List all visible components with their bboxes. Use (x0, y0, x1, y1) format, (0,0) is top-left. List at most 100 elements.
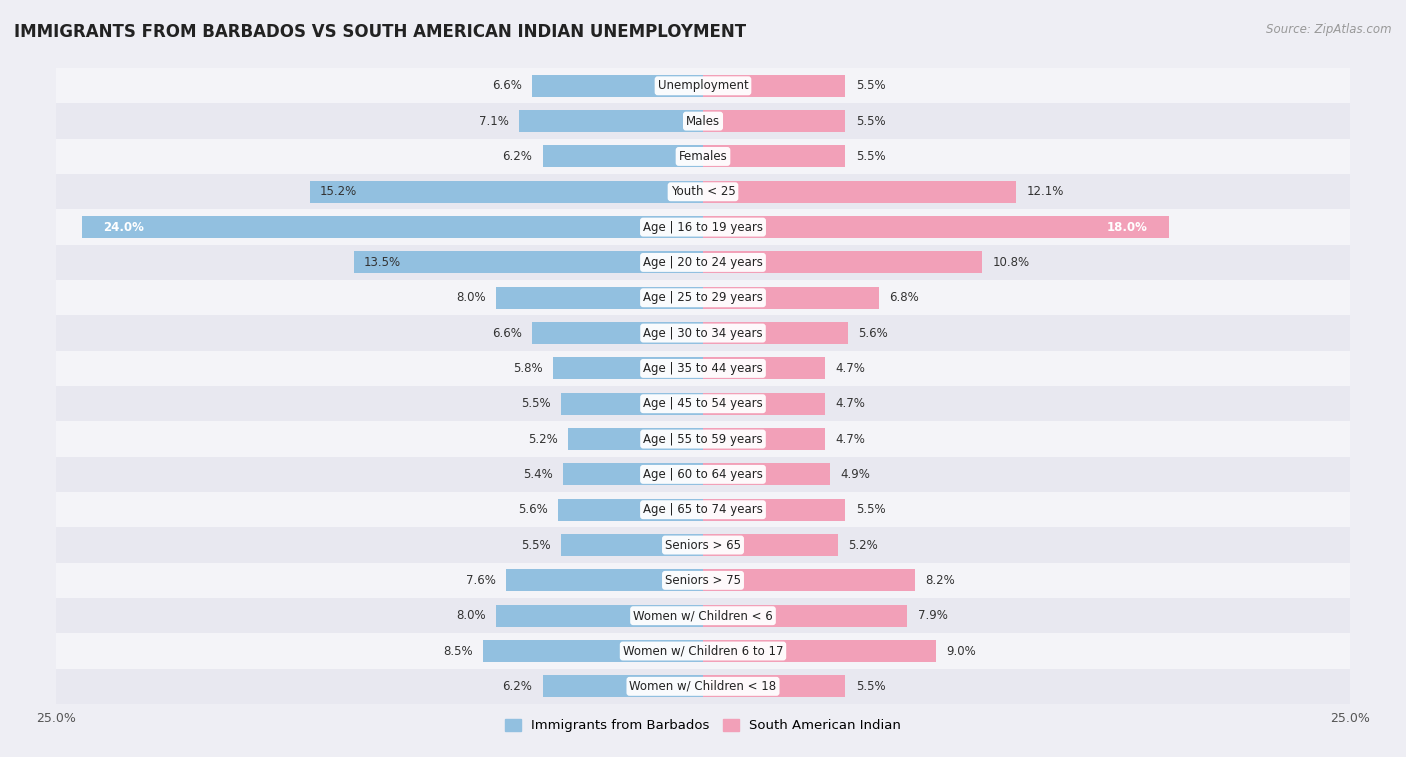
Bar (56, 316, 1350, 350)
Text: 6.8%: 6.8% (889, 291, 920, 304)
Text: Women w/ Children 6 to 17: Women w/ Children 6 to 17 (623, 644, 783, 658)
Text: 5.5%: 5.5% (520, 397, 550, 410)
Text: 5.5%: 5.5% (520, 538, 550, 552)
Bar (564, 463, 703, 485)
Bar (56, 528, 1350, 562)
Text: 5.5%: 5.5% (856, 503, 886, 516)
Bar (309, 181, 703, 203)
Bar (56, 668, 1350, 704)
Bar (56, 422, 1350, 456)
Text: Seniors > 75: Seniors > 75 (665, 574, 741, 587)
Bar (703, 569, 915, 591)
Text: Age | 30 to 34 years: Age | 30 to 34 years (643, 326, 763, 340)
Text: 5.6%: 5.6% (517, 503, 548, 516)
Bar (703, 145, 845, 167)
Bar (703, 534, 838, 556)
Text: 24.0%: 24.0% (103, 220, 143, 234)
Bar (82, 217, 703, 238)
Text: 6.2%: 6.2% (502, 150, 533, 163)
Text: IMMIGRANTS FROM BARBADOS VS SOUTH AMERICAN INDIAN UNEMPLOYMENT: IMMIGRANTS FROM BARBADOS VS SOUTH AMERIC… (14, 23, 747, 41)
Text: 6.2%: 6.2% (502, 680, 533, 693)
Text: Age | 65 to 74 years: Age | 65 to 74 years (643, 503, 763, 516)
Bar (561, 393, 703, 415)
Text: Age | 20 to 24 years: Age | 20 to 24 years (643, 256, 763, 269)
Bar (703, 428, 824, 450)
Text: 5.4%: 5.4% (523, 468, 553, 481)
Text: Age | 35 to 44 years: Age | 35 to 44 years (643, 362, 763, 375)
Bar (703, 640, 936, 662)
Bar (56, 174, 1350, 210)
Bar (568, 428, 703, 450)
Text: 4.7%: 4.7% (835, 362, 865, 375)
Bar (496, 605, 703, 627)
Bar (703, 251, 983, 273)
Bar (543, 675, 703, 697)
Bar (56, 350, 1350, 386)
Bar (56, 245, 1350, 280)
Text: Source: ZipAtlas.com: Source: ZipAtlas.com (1267, 23, 1392, 36)
Bar (703, 287, 879, 309)
Text: 13.5%: 13.5% (364, 256, 401, 269)
Bar (703, 75, 845, 97)
Text: Women w/ Children < 6: Women w/ Children < 6 (633, 609, 773, 622)
Text: 6.6%: 6.6% (492, 326, 522, 340)
Text: 7.1%: 7.1% (479, 114, 509, 128)
Bar (703, 499, 845, 521)
Bar (703, 357, 824, 379)
Bar (703, 111, 845, 132)
Bar (56, 456, 1350, 492)
Bar (56, 210, 1350, 245)
Text: 5.8%: 5.8% (513, 362, 543, 375)
Legend: Immigrants from Barbados, South American Indian: Immigrants from Barbados, South American… (505, 719, 901, 732)
Text: Youth < 25: Youth < 25 (671, 185, 735, 198)
Text: 5.6%: 5.6% (858, 326, 889, 340)
Bar (484, 640, 703, 662)
Bar (56, 598, 1350, 634)
Bar (56, 386, 1350, 422)
Bar (56, 562, 1350, 598)
Text: 18.0%: 18.0% (1107, 220, 1147, 234)
Text: 5.2%: 5.2% (529, 432, 558, 446)
Text: 9.0%: 9.0% (946, 644, 976, 658)
Text: 12.1%: 12.1% (1026, 185, 1064, 198)
Text: 8.2%: 8.2% (925, 574, 955, 587)
Text: 5.2%: 5.2% (848, 538, 877, 552)
Text: 5.5%: 5.5% (856, 114, 886, 128)
Bar (354, 251, 703, 273)
Bar (519, 111, 703, 132)
Bar (533, 322, 703, 344)
Text: Age | 55 to 59 years: Age | 55 to 59 years (643, 432, 763, 446)
Bar (703, 675, 845, 697)
Bar (56, 634, 1350, 668)
Text: 8.0%: 8.0% (456, 609, 485, 622)
Text: 7.6%: 7.6% (467, 574, 496, 587)
Text: Age | 60 to 64 years: Age | 60 to 64 years (643, 468, 763, 481)
Text: 5.5%: 5.5% (856, 680, 886, 693)
Text: 7.9%: 7.9% (918, 609, 948, 622)
Text: 4.7%: 4.7% (835, 432, 865, 446)
Text: Women w/ Children < 18: Women w/ Children < 18 (630, 680, 776, 693)
Text: Males: Males (686, 114, 720, 128)
Text: 10.8%: 10.8% (993, 256, 1029, 269)
Bar (703, 322, 848, 344)
Bar (56, 280, 1350, 316)
Bar (506, 569, 703, 591)
Bar (543, 145, 703, 167)
Text: 4.7%: 4.7% (835, 397, 865, 410)
Text: 15.2%: 15.2% (321, 185, 357, 198)
Bar (56, 104, 1350, 139)
Text: Seniors > 65: Seniors > 65 (665, 538, 741, 552)
Bar (703, 217, 1168, 238)
Bar (561, 534, 703, 556)
Text: 8.5%: 8.5% (443, 644, 472, 658)
Bar (703, 463, 830, 485)
Text: 5.5%: 5.5% (856, 79, 886, 92)
Bar (533, 75, 703, 97)
Bar (558, 499, 703, 521)
Bar (553, 357, 703, 379)
Bar (56, 68, 1350, 104)
Text: Unemployment: Unemployment (658, 79, 748, 92)
Bar (703, 393, 824, 415)
Bar (703, 181, 1017, 203)
Text: Females: Females (679, 150, 727, 163)
